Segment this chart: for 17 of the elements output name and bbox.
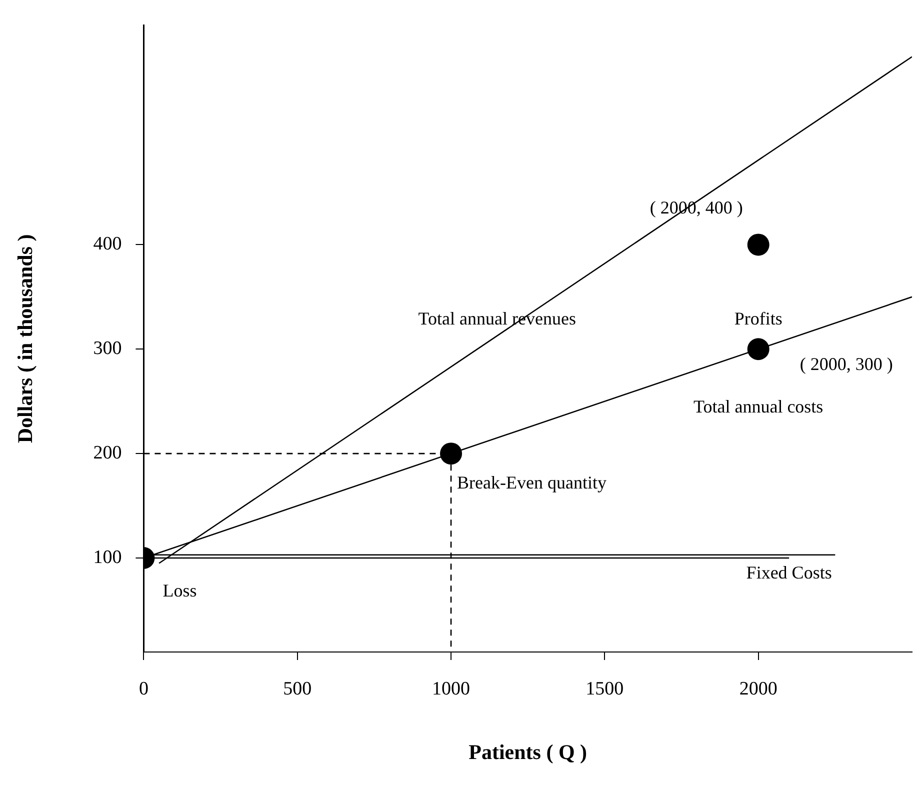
y-tick-label: 300 xyxy=(93,338,122,360)
x-tick-label: 1500 xyxy=(586,678,624,700)
x-tick-label: 2000 xyxy=(739,678,778,700)
annotation: Fixed Costs xyxy=(746,562,832,582)
annotation: Profits xyxy=(734,308,782,329)
y-tick-label: 200 xyxy=(93,442,122,464)
y-tick-label: 400 xyxy=(93,234,122,255)
x-tick-label: 500 xyxy=(283,678,312,700)
x-tick-label: 0 xyxy=(138,678,148,700)
annotation: Total annual costs xyxy=(693,396,824,416)
annotation: ( 2000, 300 ) xyxy=(800,354,893,374)
y-tick-label: 100 xyxy=(93,546,122,568)
x-axis-title: Patients ( Q ) xyxy=(468,740,588,764)
y-axis-title: Dollars ( in thousands ) xyxy=(13,234,38,444)
x-tick-label: 1000 xyxy=(432,678,470,700)
annotation: Loss xyxy=(162,580,197,601)
annotation: Break-Even quantity xyxy=(457,472,606,492)
